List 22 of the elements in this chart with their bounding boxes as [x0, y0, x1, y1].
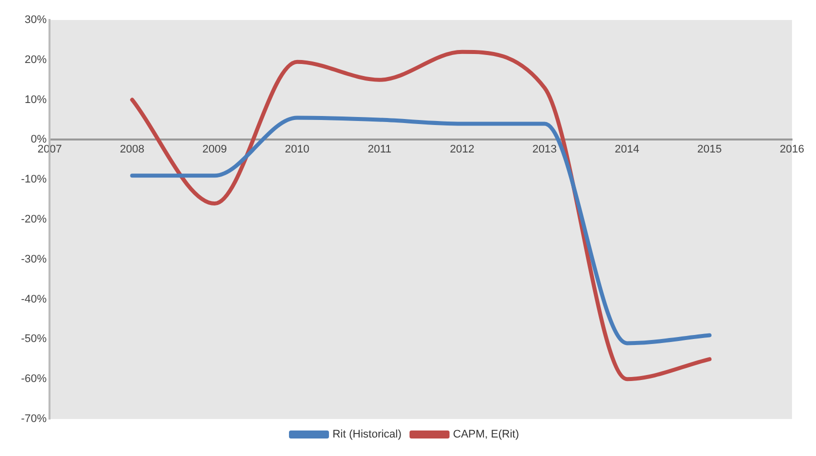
x-tick-label: 2008 — [120, 143, 144, 156]
y-tick-label: -60% — [20, 373, 47, 386]
y-tick-label: 30% — [24, 14, 47, 26]
y-tick-label: 20% — [24, 54, 47, 66]
legend-label: Rit (Historical) — [332, 428, 402, 441]
y-tick-label: -70% — [20, 413, 47, 426]
x-tick-label: 2010 — [284, 143, 310, 156]
legend-label: CAPM, E(Rit) — [453, 428, 520, 441]
y-tick-label: -30% — [20, 253, 47, 266]
y-tick-label: -40% — [20, 293, 47, 306]
y-tick-label: 0% — [30, 134, 47, 146]
y-tick-label: -50% — [20, 333, 47, 346]
x-tick-label: 2009 — [202, 143, 227, 156]
x-tick-label: 2016 — [780, 143, 804, 156]
x-tick-label: 2015 — [697, 143, 722, 156]
x-tick-label: 2014 — [614, 143, 640, 156]
x-tick-label: 2012 — [450, 143, 474, 156]
y-tick-label: -10% — [20, 174, 47, 186]
x-tick-label: 2011 — [368, 143, 392, 156]
y-tick-label: -20% — [20, 214, 47, 226]
x-tick-label: 2013 — [532, 143, 557, 156]
y-tick-label: 10% — [24, 94, 47, 106]
